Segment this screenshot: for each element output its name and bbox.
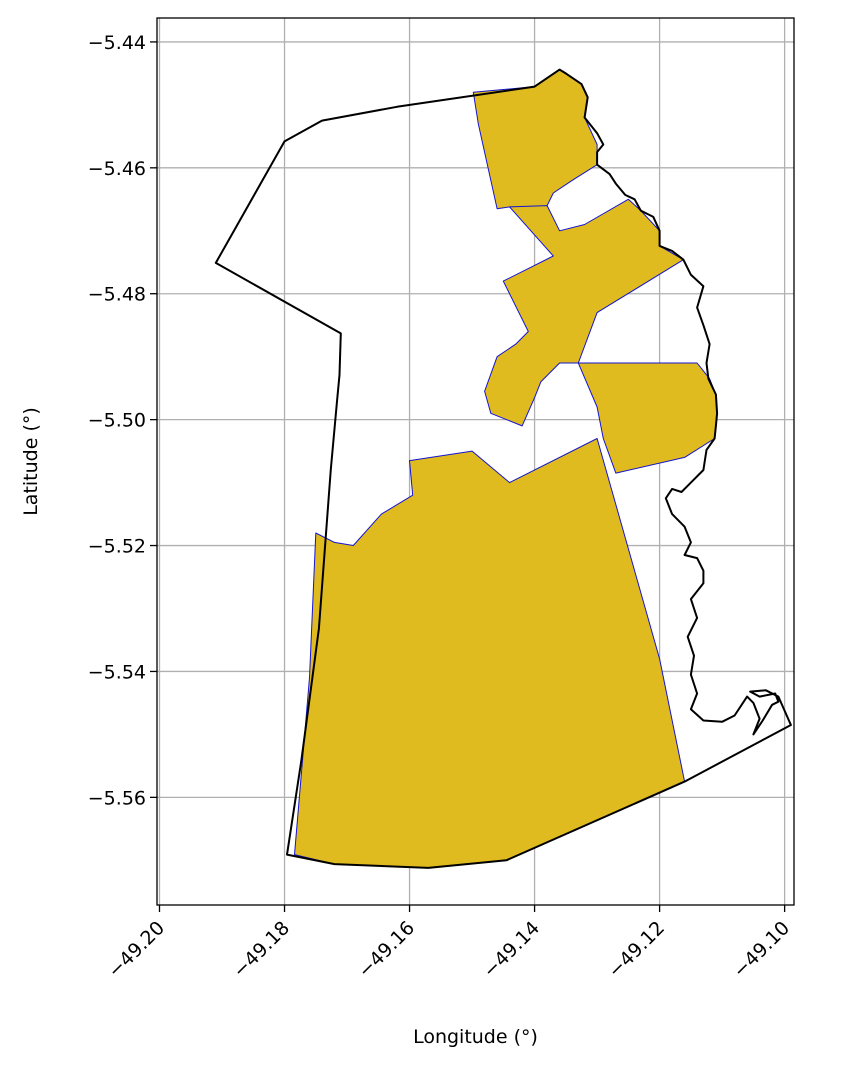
x-tick-label-1: −49.18 bbox=[229, 917, 294, 982]
region-polygon-0 bbox=[294, 438, 686, 869]
boundary-outline bbox=[214, 68, 792, 869]
y-axis-label: Latitude (°) bbox=[20, 407, 42, 516]
region-polygon-1 bbox=[472, 69, 598, 213]
y-tick-label-2: −5.48 bbox=[88, 284, 146, 306]
municipality-boundary bbox=[214, 68, 792, 869]
y-tick-label-1: −5.46 bbox=[88, 158, 146, 180]
y-tick-label-3: −5.50 bbox=[88, 410, 146, 432]
plot-frame bbox=[156, 17, 795, 906]
y-tick-label-0: −5.44 bbox=[88, 32, 146, 54]
y-tick-label-4: −5.52 bbox=[88, 536, 146, 558]
x-tick-label-3: −49.14 bbox=[479, 917, 544, 982]
x-tick-label-5: −49.10 bbox=[729, 917, 794, 982]
region-polygon-2 bbox=[484, 198, 684, 427]
y-tick-label-5: −5.54 bbox=[88, 661, 146, 683]
x-tick-label-2: −49.16 bbox=[354, 917, 419, 982]
x-axis-label: Longitude (°) bbox=[413, 1026, 538, 1048]
x-tick-label-4: −49.12 bbox=[604, 917, 669, 982]
x-tick-label-0: −49.20 bbox=[104, 917, 169, 982]
region-polygons bbox=[294, 69, 718, 869]
y-tick-label-6: −5.56 bbox=[88, 787, 146, 809]
